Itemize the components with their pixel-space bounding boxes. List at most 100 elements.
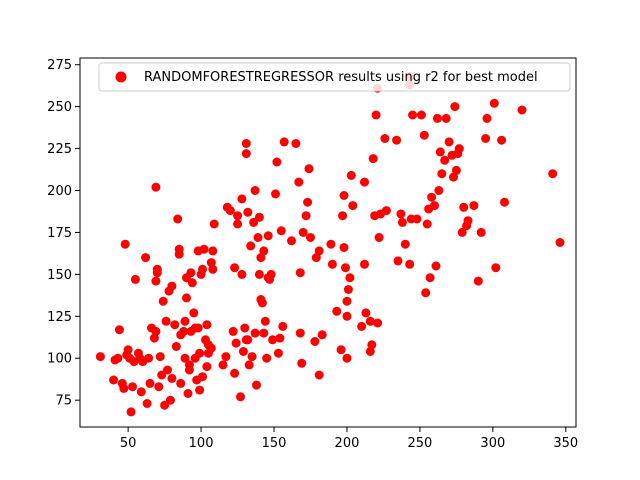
- data-point-6: [119, 383, 129, 393]
- data-point-101: [244, 360, 254, 370]
- data-point-184: [405, 259, 415, 269]
- data-point-11: [126, 407, 136, 417]
- data-point-135: [297, 358, 307, 368]
- data-point-154: [342, 353, 352, 363]
- data-point-136: [298, 227, 308, 237]
- data-point-29: [152, 264, 162, 274]
- data-point-141: [310, 337, 320, 346]
- data-point-162: [360, 259, 369, 269]
- data-point-25: [151, 326, 161, 336]
- y-tick-label: 100: [47, 352, 72, 367]
- data-point-149: [336, 345, 346, 355]
- data-point-30: [154, 382, 164, 392]
- data-point-116: [260, 316, 270, 326]
- data-point-187: [412, 214, 422, 224]
- data-point-171: [373, 318, 383, 328]
- data-point-138: [303, 197, 313, 207]
- data-point-108: [253, 233, 263, 242]
- data-point-156: [342, 296, 352, 306]
- legend-marker: [115, 71, 127, 83]
- data-point-3: [113, 353, 123, 363]
- data-point-152: [339, 191, 349, 200]
- data-point-77: [206, 258, 216, 268]
- data-point-106: [250, 328, 260, 338]
- data-point-188: [416, 110, 426, 120]
- data-point-46: [176, 378, 186, 388]
- data-point-100: [243, 207, 253, 217]
- data-point-40: [167, 373, 177, 383]
- y-axis: 75 100 125 150 175 200 225 250 275: [47, 58, 80, 409]
- x-tick-label: 100: [189, 436, 214, 451]
- plot-frame: [79, 57, 577, 428]
- data-point-200: [437, 169, 447, 179]
- data-point-198: [434, 186, 444, 195]
- data-point-41: [170, 320, 180, 330]
- data-point-124: [272, 157, 282, 167]
- data-point-86: [230, 368, 240, 378]
- data-point-64: [193, 323, 203, 333]
- y-tick-label: 125: [47, 310, 72, 325]
- data-point-35: [161, 316, 171, 326]
- data-point-130: [287, 236, 296, 246]
- data-point-219: [489, 98, 499, 108]
- data-point-45: [174, 244, 184, 254]
- data-point-140: [306, 233, 315, 242]
- data-point-99: [243, 335, 253, 345]
- data-point-129: [279, 137, 289, 147]
- data-point-90: [233, 219, 243, 229]
- data-point-161: [357, 321, 367, 331]
- data-point-113: [257, 298, 267, 308]
- x-tick-label: 200: [335, 436, 360, 451]
- data-point-103: [247, 352, 257, 362]
- data-point-125: [273, 348, 283, 358]
- data-point-92: [237, 269, 247, 279]
- data-point-22: [145, 378, 155, 388]
- data-point-153: [341, 263, 350, 273]
- data-point-145: [317, 330, 327, 340]
- x-tick-label: 350: [553, 436, 578, 451]
- data-point-9: [123, 345, 133, 355]
- data-point-150: [338, 211, 348, 221]
- data-point-220: [491, 263, 501, 273]
- data-point-194: [427, 192, 437, 202]
- data-point-50: [180, 353, 190, 363]
- data-point-24: [149, 333, 159, 343]
- data-point-52: [182, 293, 191, 303]
- data-point-127: [276, 226, 286, 236]
- x-axis: 50 100 150 200 250 300 350: [120, 427, 578, 451]
- data-point-178: [393, 256, 403, 266]
- data-point-118: [263, 231, 273, 241]
- data-point-26: [151, 182, 161, 192]
- data-point-147: [327, 259, 337, 269]
- data-point-97: [241, 149, 251, 159]
- data-point-137: [301, 211, 311, 221]
- data-point-221: [497, 135, 507, 145]
- data-point-126: [275, 333, 285, 343]
- data-point-160: [348, 201, 358, 211]
- data-point-202: [441, 113, 451, 123]
- data-point-48: [179, 326, 189, 336]
- data-point-73: [202, 320, 212, 330]
- data-point-21: [144, 353, 154, 363]
- data-point-210: [457, 227, 467, 237]
- data-point-165: [365, 347, 375, 356]
- data-point-78: [208, 246, 218, 256]
- data-point-209: [454, 144, 464, 154]
- data-point-176: [381, 206, 391, 216]
- data-point-216: [476, 227, 486, 237]
- data-point-122: [268, 335, 278, 345]
- y-tick-label: 200: [47, 184, 72, 199]
- data-point-128: [278, 321, 288, 331]
- data-point-151: [339, 243, 349, 252]
- data-point-33: [158, 296, 168, 306]
- points-layer: [95, 71, 565, 417]
- y-tick-label: 275: [47, 58, 72, 73]
- data-point-121: [266, 269, 276, 279]
- data-point-85: [228, 326, 238, 336]
- data-point-190: [421, 288, 431, 298]
- data-point-164: [361, 308, 371, 318]
- data-point-20: [142, 399, 152, 408]
- data-point-39: [167, 281, 177, 291]
- data-point-167: [367, 340, 377, 350]
